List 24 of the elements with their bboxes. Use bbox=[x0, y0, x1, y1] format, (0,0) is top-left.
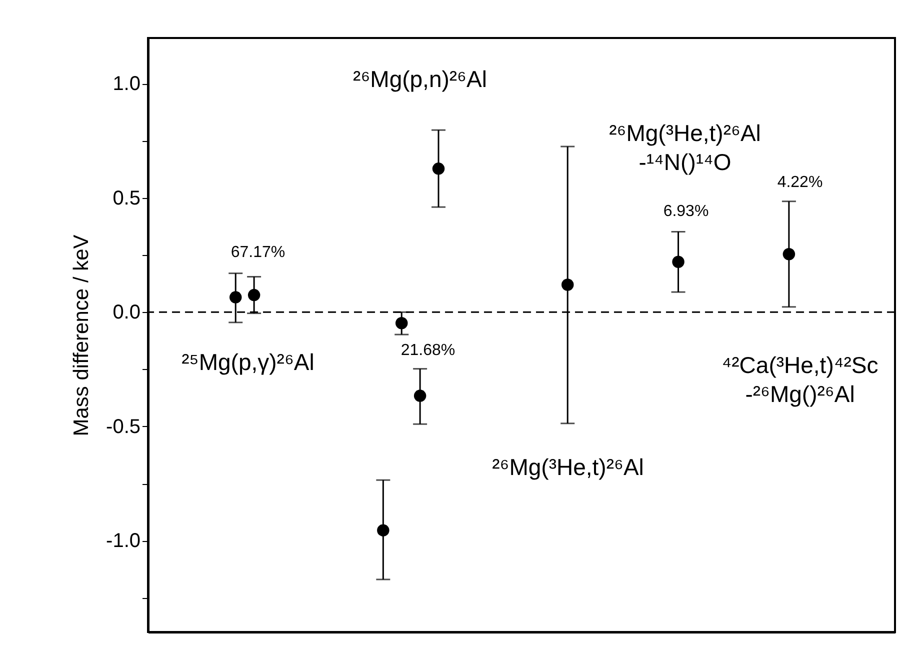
annotation: 4.22% bbox=[777, 174, 823, 191]
annotation: ²⁶Mg(³He,t)²⁶Al -¹⁴N()¹⁴O bbox=[609, 120, 761, 175]
y-tick-label: 1.0 bbox=[112, 73, 140, 96]
annotation: ⁴²Ca(³He,t)⁴²Sc -²⁶Mg()²⁶Al bbox=[722, 352, 878, 407]
point bbox=[229, 291, 242, 304]
point bbox=[782, 248, 796, 260]
annotation: 6.93% bbox=[663, 203, 709, 220]
annotation: ²⁵Mg(p,γ)²⁶Al bbox=[182, 349, 314, 375]
point bbox=[377, 524, 390, 536]
y-tick-label: -0.5 bbox=[106, 416, 140, 438]
y-tick-label: 0.5 bbox=[112, 187, 140, 210]
annotation: ²⁶Mg(p,n)²⁶Al bbox=[353, 66, 487, 92]
point bbox=[432, 162, 445, 175]
y-tick-label: -1.0 bbox=[106, 530, 140, 552]
annotation: 67.17% bbox=[230, 244, 286, 261]
point bbox=[414, 390, 426, 402]
y-tick-label: 0.0 bbox=[112, 302, 140, 324]
annotation: ²⁶Mg(³He,t)²⁶Al bbox=[492, 454, 644, 480]
point bbox=[248, 288, 260, 302]
y-axis-title: Mass difference / keV bbox=[70, 234, 94, 436]
annotation: 21.68% bbox=[400, 342, 456, 359]
point bbox=[672, 256, 684, 268]
point bbox=[561, 278, 574, 291]
point bbox=[395, 317, 408, 330]
